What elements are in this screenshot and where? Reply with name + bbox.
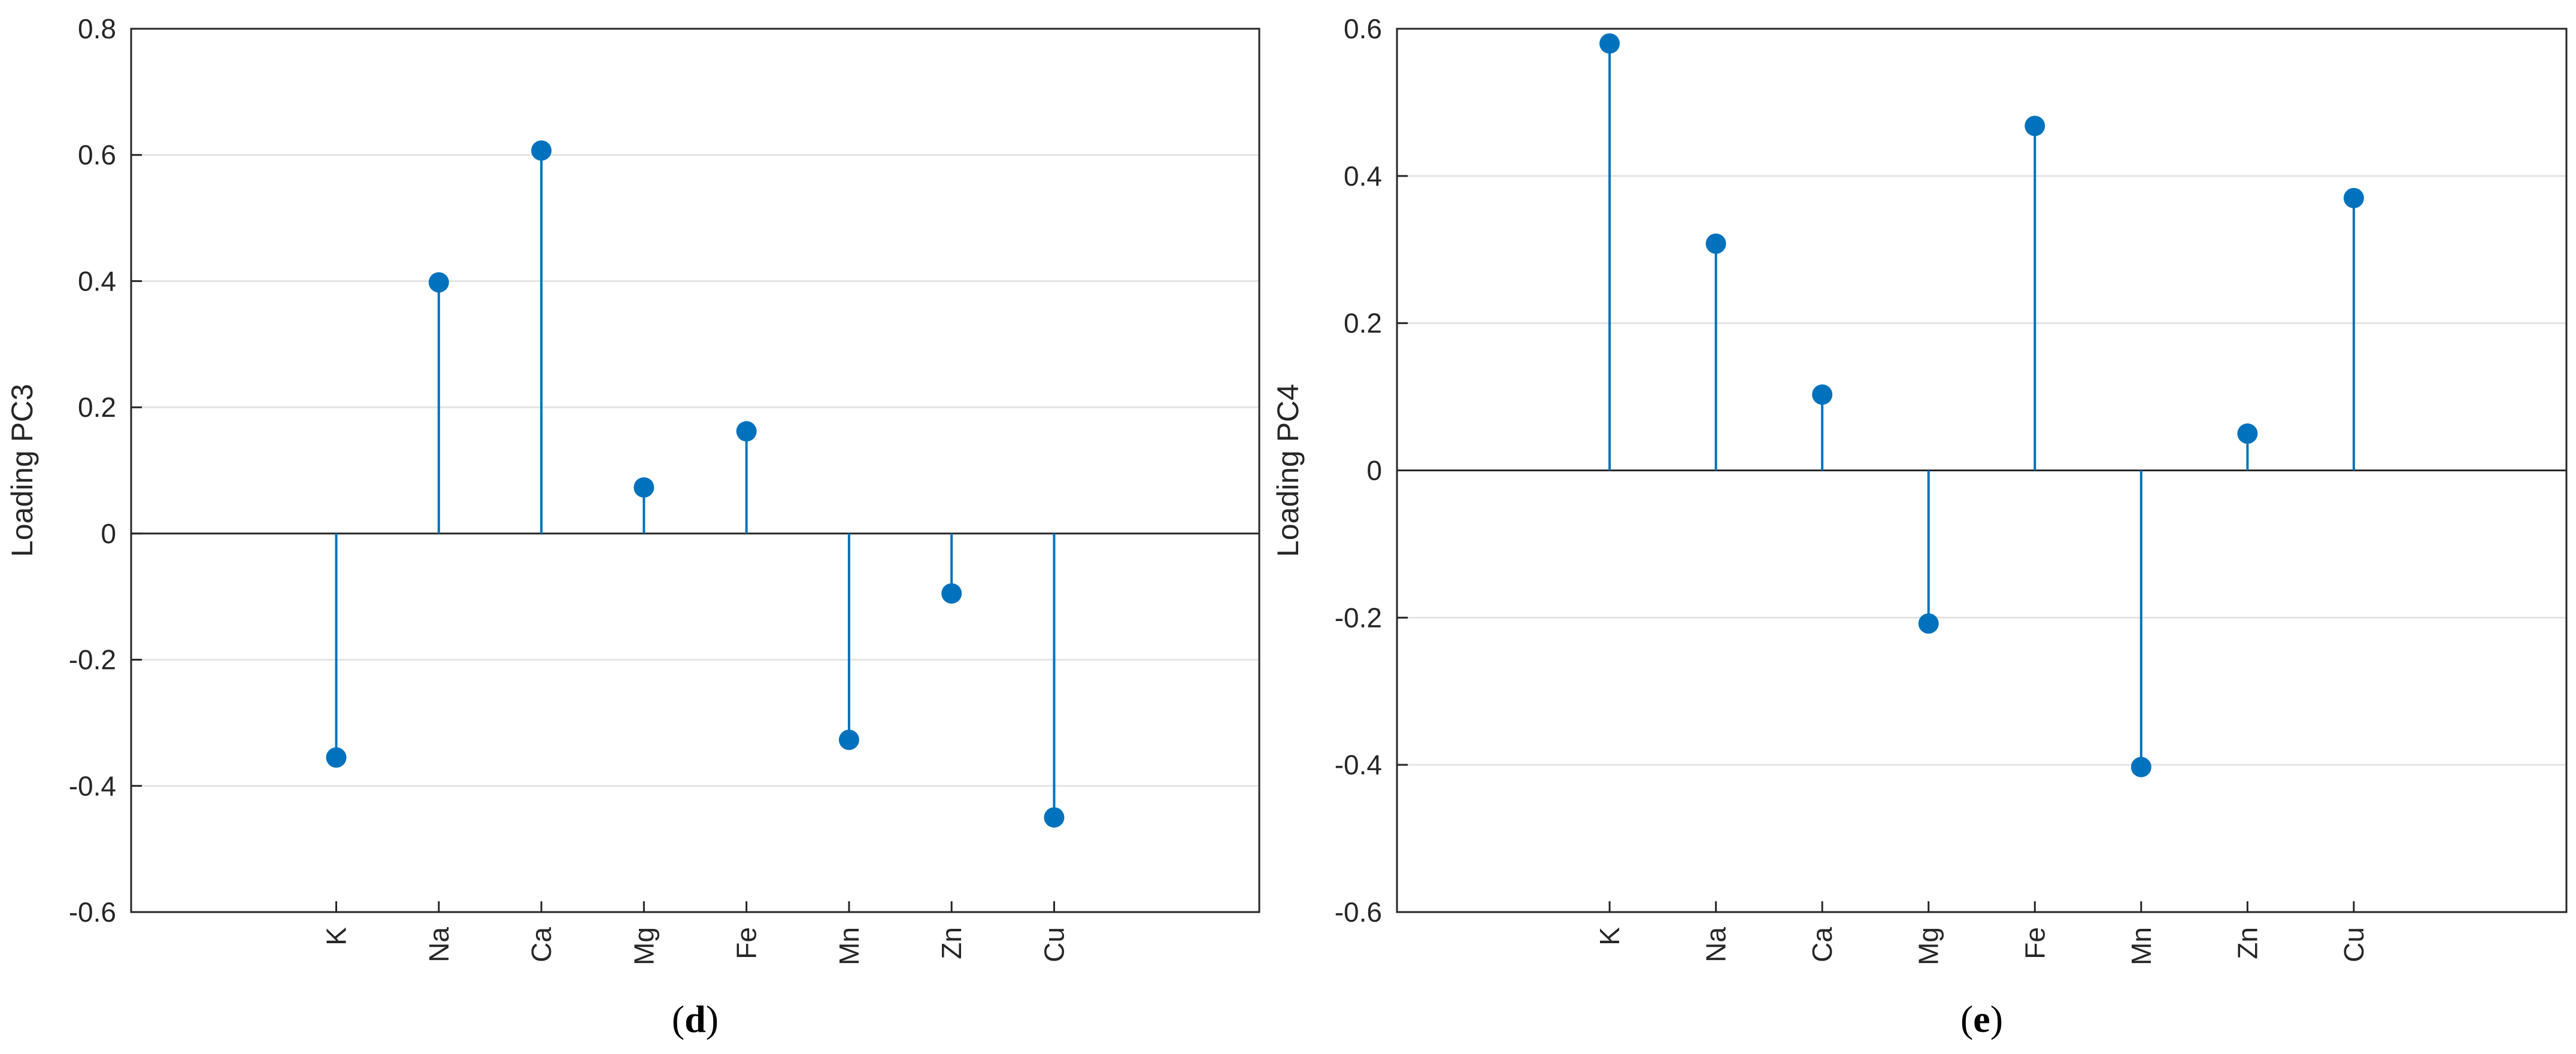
panel-label-e: (e)	[1960, 998, 2003, 1040]
x-tick-label: Mn	[834, 927, 865, 965]
stem-marker-k	[326, 747, 347, 768]
stem-marker-na	[1705, 233, 1726, 254]
y-tick-label: 0.4	[78, 265, 116, 296]
x-tick-label: Na	[1701, 927, 1732, 962]
x-tick-label: Zn	[2232, 927, 2263, 959]
panel-letter: d	[684, 998, 706, 1040]
y-tick-label: 0.4	[1344, 160, 1382, 192]
x-tick-label: Mg	[628, 927, 659, 965]
x-tick-label: Fe	[2019, 927, 2050, 959]
stem-marker-zn	[2237, 423, 2258, 444]
y-tick-label: 0.6	[1344, 13, 1382, 44]
panel-label-d: (d)	[672, 998, 719, 1040]
y-tick-label: 0.8	[78, 13, 116, 44]
x-tick-label: K	[1594, 927, 1625, 946]
x-tick-label: Ca	[1807, 927, 1838, 962]
y-tick-label: 0.6	[78, 140, 116, 171]
stem-marker-cu	[1044, 807, 1065, 828]
y-tick-label: 0.2	[1344, 308, 1382, 339]
y-tick-label: -0.2	[1335, 602, 1382, 633]
stem-marker-fe	[736, 421, 757, 442]
stem-marker-mn	[2130, 756, 2151, 777]
stem-marker-cu	[2343, 187, 2364, 208]
x-tick-label: Cu	[2338, 927, 2369, 962]
y-tick-label: -0.6	[69, 896, 116, 928]
x-tick-label: Fe	[731, 927, 762, 959]
chart-panel-e: -0.6 -0.4 -0.2 0 0.2 0.4 0.6 K Na Ca Mg Fe Mn Zn Cu Loa…	[1271, 13, 2568, 1040]
x-tick-label: K	[321, 927, 352, 946]
y-axis-label: Loading PC3	[5, 384, 39, 557]
y-tick-label: -0.6	[1335, 896, 1382, 928]
stem-marker-mg	[634, 477, 654, 498]
stem-marker-k	[1599, 33, 1620, 54]
x-tick-label: Cu	[1038, 927, 1069, 962]
stem-marker-zn	[941, 583, 962, 604]
stem-marker-mn	[838, 729, 859, 750]
y-tick-label: -0.4	[69, 770, 116, 801]
y-axis-label: Loading PC4	[1271, 384, 1305, 557]
y-tick-label: -0.2	[69, 644, 116, 676]
y-tick-label: 0.2	[78, 392, 116, 423]
stem-marker-mg	[1918, 613, 1939, 634]
x-tick-label: Ca	[526, 927, 557, 962]
plot-frame	[130, 28, 1260, 913]
y-tick-label: -0.4	[1335, 749, 1382, 780]
y-tick-label: 0	[101, 518, 116, 549]
stem-marker-fe	[2025, 116, 2045, 137]
chart-panel-d: -0.6 -0.4 -0.2 0 0.2 0.4 0.6 0.8 K Na Ca Mg Fe Mn Zn Cu…	[5, 13, 1260, 1040]
x-tick-label: Mg	[1913, 927, 1944, 965]
stem-marker-ca	[1812, 384, 1833, 405]
y-tick-label: 0	[1366, 455, 1382, 486]
stem-marker-na	[428, 272, 449, 293]
x-tick-label: Mn	[2126, 927, 2157, 965]
stem-marker-ca	[531, 140, 552, 161]
x-tick-label: Zn	[936, 927, 967, 959]
x-tick-label: Na	[423, 927, 454, 962]
panel-letter: e	[1973, 998, 1990, 1040]
